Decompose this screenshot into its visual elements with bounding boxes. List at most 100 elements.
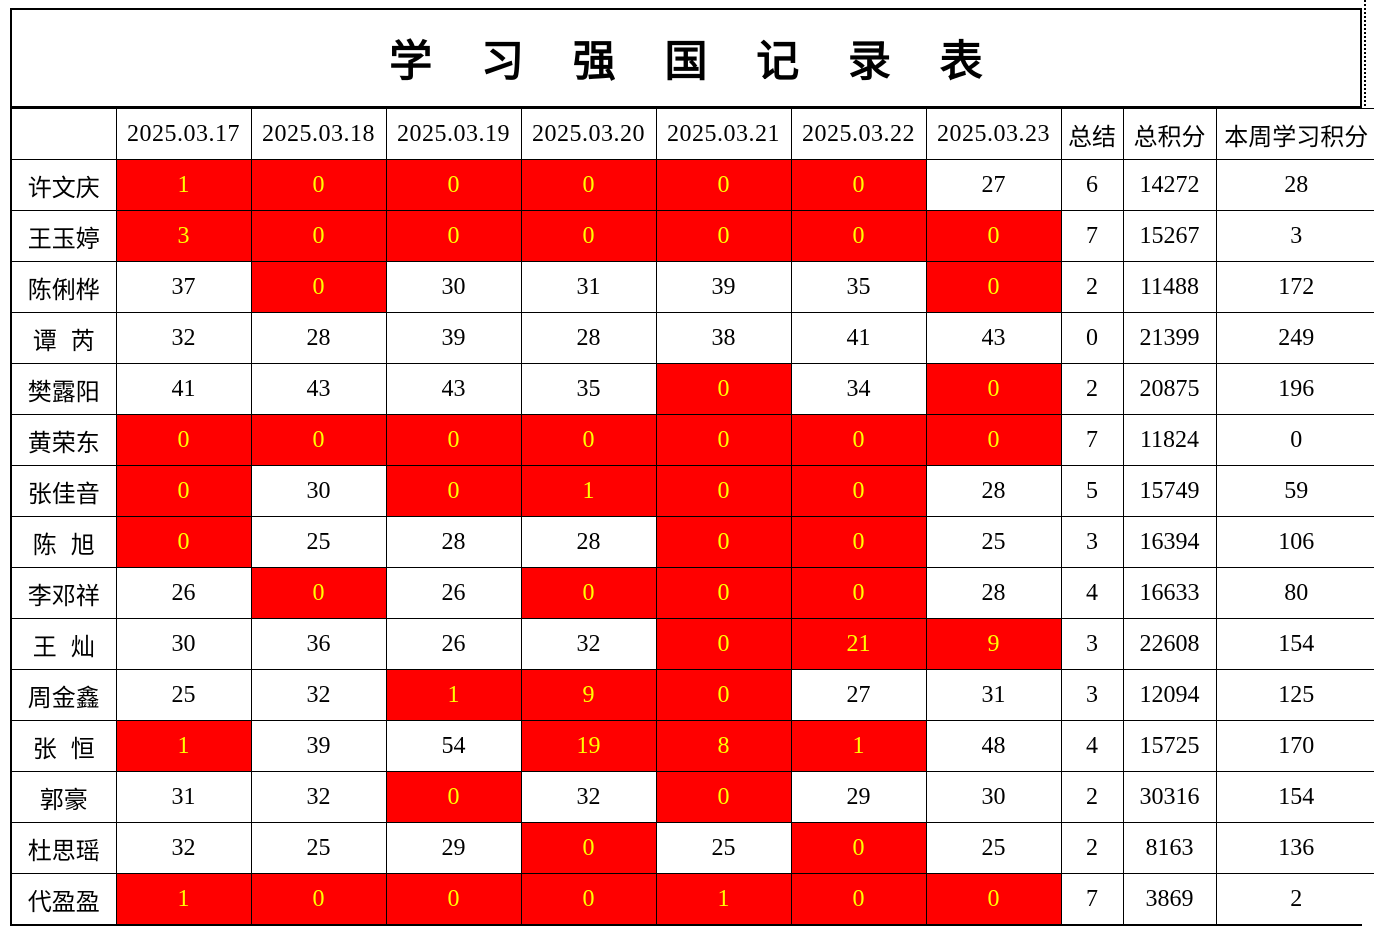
day-value-cell: 32 xyxy=(115,822,252,874)
table-row: 郭豪 31 32 0 32 0 29 30 2 30316 154 xyxy=(12,771,1374,823)
day-value-cell: 28 xyxy=(520,516,657,568)
table-row: 谭芮 32 28 39 28 38 41 43 0 21399 249 xyxy=(12,312,1374,364)
row-name-label: 樊露阳 xyxy=(27,379,100,406)
total-points-cell: 16394 xyxy=(1122,516,1217,568)
row-name: 陈旭 xyxy=(12,516,117,568)
header-total-points: 总积分 xyxy=(1122,108,1217,160)
day-value-cell: 54 xyxy=(385,720,522,772)
day-value-cell: 25 xyxy=(925,822,1062,874)
day-value-cell: 41 xyxy=(115,363,252,415)
day-value-cell: 21 xyxy=(790,618,927,670)
day-value-cell: 30 xyxy=(925,771,1062,823)
row-name: 李邓祥 xyxy=(12,567,117,619)
day-value-cell: 27 xyxy=(925,159,1062,211)
page-title: 学 习 强 国 记 录 表 xyxy=(389,39,1002,86)
day-value-cell: 41 xyxy=(790,312,927,364)
day-value-cell: 0 xyxy=(925,210,1062,262)
day-value-cell: 25 xyxy=(250,822,387,874)
row-name-label: 陈俐桦 xyxy=(27,277,100,304)
day-value-cell: 27 xyxy=(790,669,927,721)
day-value-cell: 0 xyxy=(655,210,792,262)
header-name xyxy=(12,108,117,160)
day-value-cell: 48 xyxy=(925,720,1062,772)
day-value-cell: 0 xyxy=(115,465,252,517)
header-row: 2025.03.17 2025.03.18 2025.03.19 2025.03… xyxy=(12,108,1374,160)
summary-cell: 0 xyxy=(1060,312,1124,364)
record-sheet: 学 习 强 国 记 录 表 2025.03.17 2025.03.18 2025… xyxy=(10,8,1374,926)
table-row: 王玉婷 3 0 0 0 0 0 0 7 15267 3 xyxy=(12,210,1374,262)
day-value-cell: 34 xyxy=(790,363,927,415)
header-date-5: 2025.03.21 xyxy=(655,108,792,160)
day-value-cell: 1 xyxy=(520,465,657,517)
day-value-cell: 0 xyxy=(250,567,387,619)
week-points-cell: 59 xyxy=(1215,465,1374,517)
row-name: 樊露阳 xyxy=(12,363,117,415)
row-name-label: 李邓祥 xyxy=(27,583,100,610)
day-value-cell: 0 xyxy=(385,873,522,924)
day-value-cell: 0 xyxy=(520,873,657,924)
day-value-cell: 25 xyxy=(250,516,387,568)
day-value-cell: 1 xyxy=(790,720,927,772)
total-points-cell: 3869 xyxy=(1122,873,1217,924)
summary-cell: 3 xyxy=(1060,618,1124,670)
header-week-points: 本周学习积分 xyxy=(1215,108,1374,160)
summary-cell: 4 xyxy=(1060,567,1124,619)
row-name: 王灿 xyxy=(12,618,117,670)
day-value-cell: 0 xyxy=(250,261,387,313)
day-value-cell: 0 xyxy=(115,414,252,466)
day-value-cell: 8 xyxy=(655,720,792,772)
day-value-cell: 0 xyxy=(655,465,792,517)
day-value-cell: 0 xyxy=(790,873,927,924)
day-value-cell: 30 xyxy=(250,465,387,517)
day-value-cell: 35 xyxy=(790,261,927,313)
day-value-cell: 31 xyxy=(115,771,252,823)
day-value-cell: 26 xyxy=(115,567,252,619)
day-value-cell: 1 xyxy=(385,669,522,721)
row-name: 张恒 xyxy=(12,720,117,772)
day-value-cell: 30 xyxy=(115,618,252,670)
day-value-cell: 0 xyxy=(385,771,522,823)
day-value-cell: 1 xyxy=(655,873,792,924)
week-points-cell: 136 xyxy=(1215,822,1374,874)
day-value-cell: 0 xyxy=(520,414,657,466)
summary-cell: 7 xyxy=(1060,873,1124,924)
day-value-cell: 0 xyxy=(925,261,1062,313)
total-points-cell: 15725 xyxy=(1122,720,1217,772)
total-points-cell: 20875 xyxy=(1122,363,1217,415)
total-points-cell: 11824 xyxy=(1122,414,1217,466)
day-value-cell: 0 xyxy=(385,210,522,262)
day-value-cell: 0 xyxy=(655,363,792,415)
total-points-cell: 21399 xyxy=(1122,312,1217,364)
summary-cell: 4 xyxy=(1060,720,1124,772)
week-points-cell: 80 xyxy=(1215,567,1374,619)
day-value-cell: 43 xyxy=(385,363,522,415)
day-value-cell: 28 xyxy=(925,465,1062,517)
table-row: 代盈盈 1 0 0 0 1 0 0 7 3869 2 xyxy=(12,873,1374,924)
day-value-cell: 28 xyxy=(250,312,387,364)
day-value-cell: 0 xyxy=(925,414,1062,466)
row-name-label: 代盈盈 xyxy=(27,889,100,916)
week-points-cell: 106 xyxy=(1215,516,1374,568)
table-row: 李邓祥 26 0 26 0 0 0 28 4 16633 80 xyxy=(12,567,1374,619)
row-name-label: 王玉婷 xyxy=(27,226,100,253)
day-value-cell: 43 xyxy=(925,312,1062,364)
week-points-cell: 172 xyxy=(1215,261,1374,313)
day-value-cell: 26 xyxy=(385,618,522,670)
header-date-4: 2025.03.20 xyxy=(520,108,657,160)
day-value-cell: 35 xyxy=(520,363,657,415)
total-points-cell: 16633 xyxy=(1122,567,1217,619)
row-name-label: 陈旭 xyxy=(32,532,95,559)
table-header: 2025.03.17 2025.03.18 2025.03.19 2025.03… xyxy=(12,108,1374,160)
header-date-6: 2025.03.22 xyxy=(790,108,927,160)
summary-cell: 5 xyxy=(1060,465,1124,517)
row-name-label: 张佳音 xyxy=(27,481,100,508)
day-value-cell: 28 xyxy=(520,312,657,364)
day-value-cell: 38 xyxy=(655,312,792,364)
day-value-cell: 36 xyxy=(250,618,387,670)
day-value-cell: 0 xyxy=(520,159,657,211)
day-value-cell: 0 xyxy=(655,516,792,568)
week-points-cell: 3 xyxy=(1215,210,1374,262)
day-value-cell: 31 xyxy=(925,669,1062,721)
day-value-cell: 3 xyxy=(115,210,252,262)
total-points-cell: 22608 xyxy=(1122,618,1217,670)
